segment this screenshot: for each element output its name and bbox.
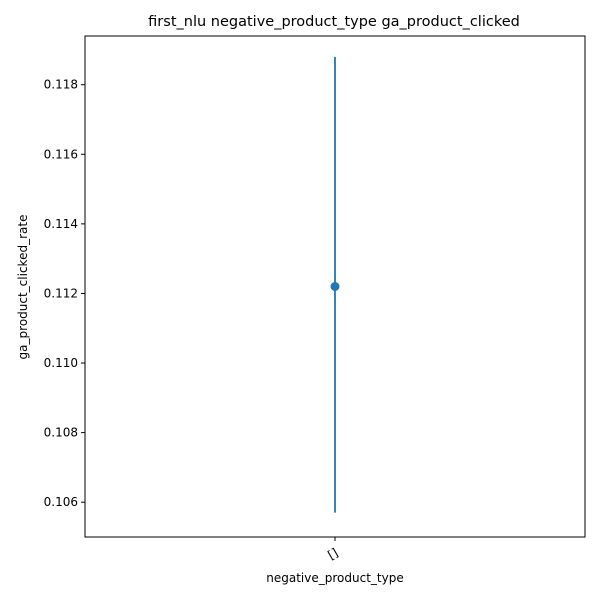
x-axis: [] (325, 537, 341, 562)
plot-area (330, 56, 340, 513)
y-tick-label: 0.110 (44, 356, 78, 370)
y-tick-label: 0.106 (44, 495, 78, 509)
y-tick-label: 0.112 (44, 286, 78, 300)
y-tick-label: 0.114 (44, 217, 78, 231)
chart-title: first_nlu negative_product_type ga_produ… (148, 14, 520, 30)
y-tick-label: 0.108 (44, 426, 78, 440)
x-axis-label: negative_product_type (266, 571, 403, 585)
y-axis: 0.106 0.108 0.110 0.112 0.114 0.116 0.118 (44, 78, 85, 509)
y-axis-label: ga_product_clicked_rate (16, 215, 30, 360)
x-tick-label: [] (325, 545, 340, 562)
data-point (330, 282, 340, 291)
y-tick-label: 0.118 (44, 78, 78, 92)
y-tick-label: 0.116 (44, 147, 78, 161)
